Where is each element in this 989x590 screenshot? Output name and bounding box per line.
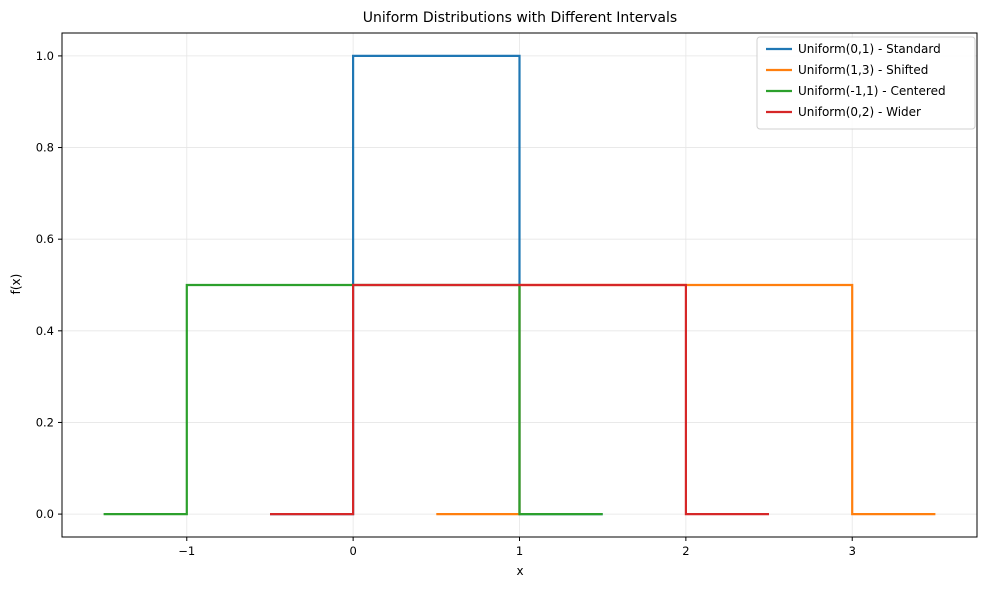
legend-label: Uniform(-1,1) - Centered (798, 84, 946, 98)
series-line-uniform-0-2-wider (270, 283, 769, 516)
x-tick-label: 3 (849, 544, 856, 558)
y-axis-label: f(x) (9, 274, 23, 295)
series-lines (103, 54, 936, 516)
y-tick-label: 0.6 (36, 232, 54, 246)
y-tick-label: 0.2 (36, 415, 54, 429)
x-tick-label: 1 (516, 544, 523, 558)
x-tick-label: 0 (349, 544, 356, 558)
y-tick-label: 0.8 (36, 141, 54, 155)
x-axis-label: x (516, 564, 523, 578)
x-tick-label: −1 (178, 544, 195, 558)
y-tick-label: 0.4 (36, 324, 54, 338)
legend-label: Uniform(0,1) - Standard (798, 42, 941, 56)
y-axis-ticks: 0.0 0.2 0.4 0.6 0.8 1.0 (36, 49, 62, 521)
chart-title: Uniform Distributions with Different Int… (363, 10, 677, 26)
legend-label: Uniform(0,2) - Wider (798, 105, 921, 119)
legend: Uniform(0,1) - Standard Uniform(1,3) - Sh… (756, 36, 976, 130)
legend-items: Uniform(0,1) - Standard Uniform(1,3) - Sh… (766, 42, 946, 119)
x-axis-ticks: −1 0 1 2 3 (178, 537, 856, 558)
legend-label: Uniform(1,3) - Shifted (798, 63, 928, 77)
x-tick-label: 2 (682, 544, 689, 558)
y-tick-label: 1.0 (36, 49, 54, 63)
legend-box (756, 36, 976, 130)
y-tick-label: 0.0 (36, 507, 54, 521)
